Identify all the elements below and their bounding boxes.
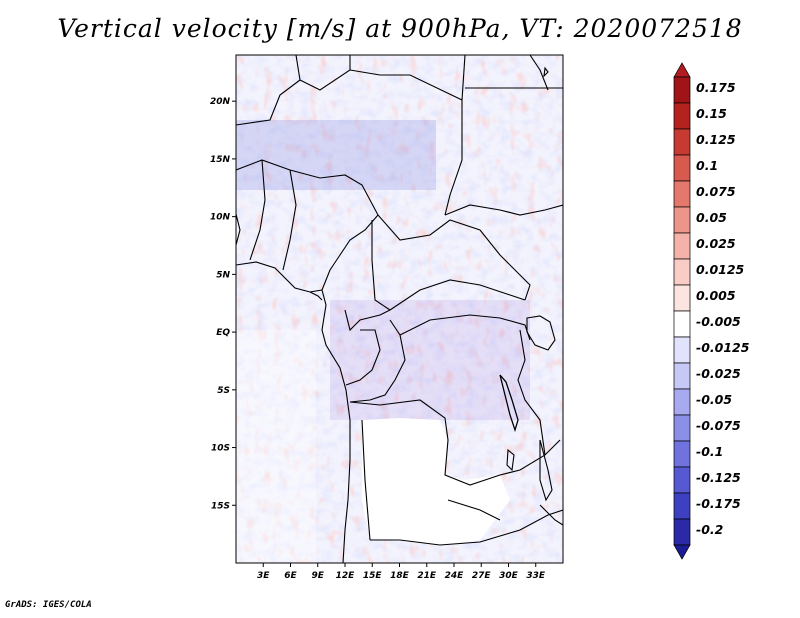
colorbar-bottom-arrow	[673, 544, 691, 560]
lat-tick-label: 5N	[216, 270, 230, 280]
map-title: Vertical velocity [m/s] at 900hPa, VT: 2…	[57, 14, 743, 43]
colorbar-swatch	[673, 388, 691, 416]
colorbar-swatch	[673, 362, 691, 390]
lat-tick-label: 15N	[210, 155, 231, 165]
colorbar-swatch	[673, 284, 691, 312]
velocity-field	[236, 55, 563, 563]
colorbar-swatch	[673, 154, 691, 182]
colorbar-label: 0.1	[696, 158, 718, 173]
colorbar-top-arrow	[673, 62, 691, 78]
colorbar-swatch	[673, 440, 691, 468]
colorbar-swatch	[673, 206, 691, 234]
country-borders	[236, 55, 563, 563]
lon-tick-label: 33E	[526, 571, 546, 581]
grads-credit: GrADS: IGES/COLA	[5, 600, 92, 610]
lat-tick-label: 10S	[211, 444, 230, 454]
lon-tick-label: 21E	[417, 571, 437, 581]
colorbar-label: -0.005	[696, 314, 741, 329]
lon-tick-label: 12E	[336, 571, 356, 581]
colorbar-swatch	[673, 258, 691, 286]
colorbar-label: 0.075	[696, 184, 736, 199]
colorbar-label: -0.075	[696, 418, 741, 433]
colorbar-swatch	[673, 76, 691, 104]
colorbar-label: 0.175	[696, 80, 736, 95]
colorbar-swatch	[673, 414, 691, 442]
lat-tick-label: 20N	[210, 97, 231, 107]
colorbar-label: -0.05	[696, 392, 732, 407]
colorbar-label: -0.025	[696, 366, 741, 381]
lon-tick-label: 24E	[445, 571, 465, 581]
colorbar-swatch	[673, 492, 691, 520]
colorbar-label: -0.1	[696, 444, 723, 459]
colorbar-swatch	[673, 102, 691, 130]
colorbar-label: -0.0125	[696, 340, 750, 355]
colorbar-label: -0.2	[696, 522, 723, 537]
colorbar-swatch	[673, 336, 691, 364]
lon-tick-label: 6E	[284, 571, 297, 581]
lon-tick-label: 27E	[472, 571, 492, 581]
colorbar: 0.175 0.15 0.125 0.1 0.075 0.05 0.025 0.0125 0.0…	[673, 62, 750, 560]
axis-ticks: 20N 15N 10N 5N EQ 5S 10S 15S 3E 6E 9E 12E 15E 18E 21E 2…	[210, 97, 546, 581]
lat-tick-label: 10N	[210, 213, 231, 223]
colorbar-label: 0.0125	[696, 262, 745, 277]
lon-tick-label: 3E	[257, 571, 270, 581]
colorbar-swatch	[673, 180, 691, 208]
lon-tick-label: 9E	[312, 571, 325, 581]
colorbar-label: 0.15	[696, 106, 727, 121]
colorbar-label: 0.005	[696, 288, 736, 303]
lon-tick-label: 15E	[363, 571, 383, 581]
colorbar-label: 0.05	[696, 210, 727, 225]
colorbar-swatch	[673, 518, 691, 546]
lat-tick-label: 5S	[217, 386, 230, 396]
lon-tick-label: 30E	[499, 571, 519, 581]
colorbar-label: -0.175	[696, 496, 741, 511]
lat-tick-label: 15S	[211, 501, 230, 511]
colorbar-swatch	[673, 466, 691, 494]
colorbar-label: -0.125	[696, 470, 741, 485]
lat-tick-label: EQ	[216, 328, 230, 338]
colorbar-swatch	[673, 128, 691, 156]
colorbar-swatch	[673, 232, 691, 260]
colorbar-label: 0.025	[696, 236, 736, 251]
lon-tick-label: 18E	[390, 571, 410, 581]
colorbar-label: 0.125	[696, 132, 736, 147]
colorbar-swatch	[673, 310, 691, 338]
